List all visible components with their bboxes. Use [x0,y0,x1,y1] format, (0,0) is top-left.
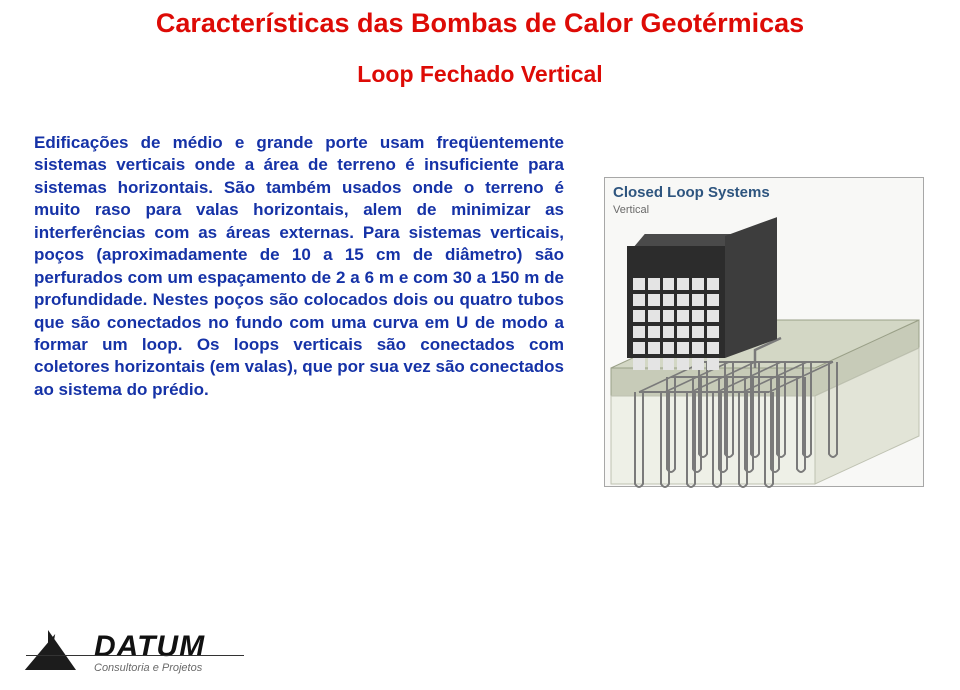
window [633,358,645,370]
window [707,326,719,338]
window-row [633,294,719,306]
window-row [633,358,719,370]
building-front [627,246,725,358]
window-row [633,310,719,322]
logo-tagline: Consultoria e Projetos [94,662,205,674]
window [663,342,675,354]
window [677,310,689,322]
building-side [725,217,777,358]
window [707,278,719,290]
window-row [633,342,719,354]
window [692,278,704,290]
window [707,294,719,306]
window [692,310,704,322]
window [663,294,675,306]
window [648,310,660,322]
building-icon [627,228,777,376]
body-text: Edificações de médio e grande porte usam… [34,132,564,487]
window [633,278,645,290]
window-row [633,278,719,290]
window [648,294,660,306]
window [677,294,689,306]
content-row: Edificações de médio e grande porte usam… [0,132,960,487]
window [633,294,645,306]
window [677,358,689,370]
window [707,342,719,354]
closed-loop-figure: Closed Loop Systems Vertical [604,177,924,487]
window [663,310,675,322]
window [633,342,645,354]
window [677,342,689,354]
window [707,310,719,322]
logo-underline [26,655,244,657]
window [677,278,689,290]
window [648,326,660,338]
window [633,326,645,338]
window [663,278,675,290]
window [663,358,675,370]
page-title: Características das Bombas de Calor Geot… [0,0,960,39]
page-subtitle: Loop Fechado Vertical [0,61,960,88]
window [648,358,660,370]
window [633,310,645,322]
window [677,326,689,338]
window [648,342,660,354]
window [692,342,704,354]
window [707,358,719,370]
window [648,278,660,290]
window [663,326,675,338]
window [692,326,704,338]
window [692,294,704,306]
datum-logo: DATUM Consultoria e Projetos [26,630,205,674]
window [692,358,704,370]
window-row [633,326,719,338]
logo-mark-icon [26,630,88,674]
